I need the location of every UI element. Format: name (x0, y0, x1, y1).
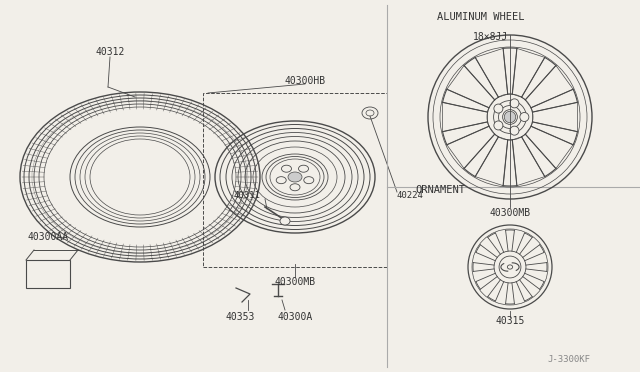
Polygon shape (532, 102, 577, 132)
Ellipse shape (282, 165, 291, 172)
Ellipse shape (280, 217, 290, 225)
Polygon shape (476, 137, 508, 186)
Polygon shape (476, 48, 508, 97)
Ellipse shape (504, 111, 516, 123)
Text: 40224: 40224 (397, 190, 424, 199)
Polygon shape (512, 48, 545, 97)
Text: J-3300KF: J-3300KF (547, 356, 590, 365)
Polygon shape (525, 65, 573, 108)
Text: 40312: 40312 (95, 47, 125, 57)
Ellipse shape (510, 99, 519, 108)
Polygon shape (447, 65, 495, 108)
Text: 18×8JJ: 18×8JJ (472, 32, 508, 42)
Ellipse shape (362, 107, 378, 119)
Ellipse shape (298, 165, 308, 172)
Text: 40353: 40353 (225, 312, 255, 322)
Ellipse shape (304, 177, 314, 184)
Text: 40300HB: 40300HB (284, 76, 326, 86)
Text: 40300AA: 40300AA (28, 232, 68, 242)
Ellipse shape (494, 104, 503, 113)
Ellipse shape (290, 184, 300, 191)
Ellipse shape (276, 177, 286, 184)
Polygon shape (525, 126, 573, 169)
Ellipse shape (288, 172, 302, 182)
Text: 40315: 40315 (495, 316, 525, 326)
Text: 40300MB: 40300MB (275, 277, 316, 286)
Polygon shape (512, 137, 545, 186)
Text: 40300A: 40300A (277, 312, 312, 322)
Bar (26, 260, 70, 288)
Polygon shape (447, 126, 495, 169)
Text: ALUMINUM WHEEL: ALUMINUM WHEEL (437, 12, 525, 22)
Ellipse shape (494, 121, 503, 130)
Ellipse shape (510, 126, 519, 135)
Polygon shape (443, 102, 488, 132)
Text: ORNAMENT: ORNAMENT (415, 185, 465, 195)
Ellipse shape (520, 112, 529, 122)
Text: 40311: 40311 (234, 190, 260, 199)
Text: 40300MB: 40300MB (490, 208, 531, 218)
